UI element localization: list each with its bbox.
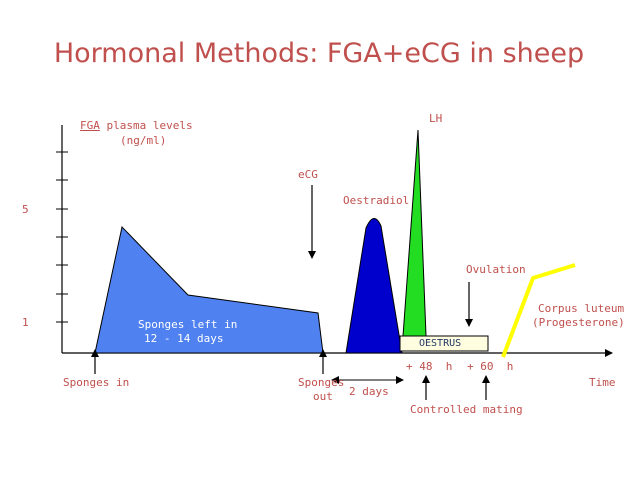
- corpus-luteum-label: Corpus luteum: [538, 302, 625, 315]
- y-axis-units: (ng/ml): [120, 134, 167, 147]
- ovulation-label: Ovulation: [466, 263, 526, 276]
- controlled-mating-label: Controlled mating: [410, 403, 523, 416]
- sponges-days-label: 12 - 14 days: [144, 332, 224, 345]
- plus-48h-label: + 48 h: [406, 360, 453, 373]
- plus-60h-label: + 60 h: [467, 360, 514, 373]
- y-axis-label: FGA plasma levels: [80, 119, 193, 132]
- ecg-label: eCG: [298, 168, 318, 181]
- oestradiol-label: Oestradiol: [343, 194, 410, 207]
- oestrus-box: [399, 335, 489, 352]
- y-tick-5: 5: [22, 203, 29, 216]
- oestradiol-peak: [345, 218, 403, 354]
- time-label: Time: [589, 376, 616, 389]
- sponges-out-label: Sponges: [298, 376, 345, 389]
- sponges-in-label: Sponges in: [63, 376, 130, 389]
- progesterone-label: (Progesterone): [532, 316, 625, 329]
- corpus-luteum-line: [501, 263, 576, 358]
- two-days-label: 2 days: [349, 385, 389, 398]
- sponges-out-label-2: out: [313, 390, 333, 403]
- sponges-left-label: Sponges left in: [138, 318, 238, 331]
- fga-area: [94, 225, 324, 354]
- lh-peak: [402, 129, 427, 337]
- lh-label: LH: [429, 112, 443, 125]
- y-axis-ticks: [56, 151, 68, 323]
- y-tick-1: 1: [22, 316, 29, 329]
- oestrus-label: OESTRUS: [419, 338, 462, 349]
- slide-title: Hormonal Methods: FGA+eCG in sheep: [53, 38, 585, 69]
